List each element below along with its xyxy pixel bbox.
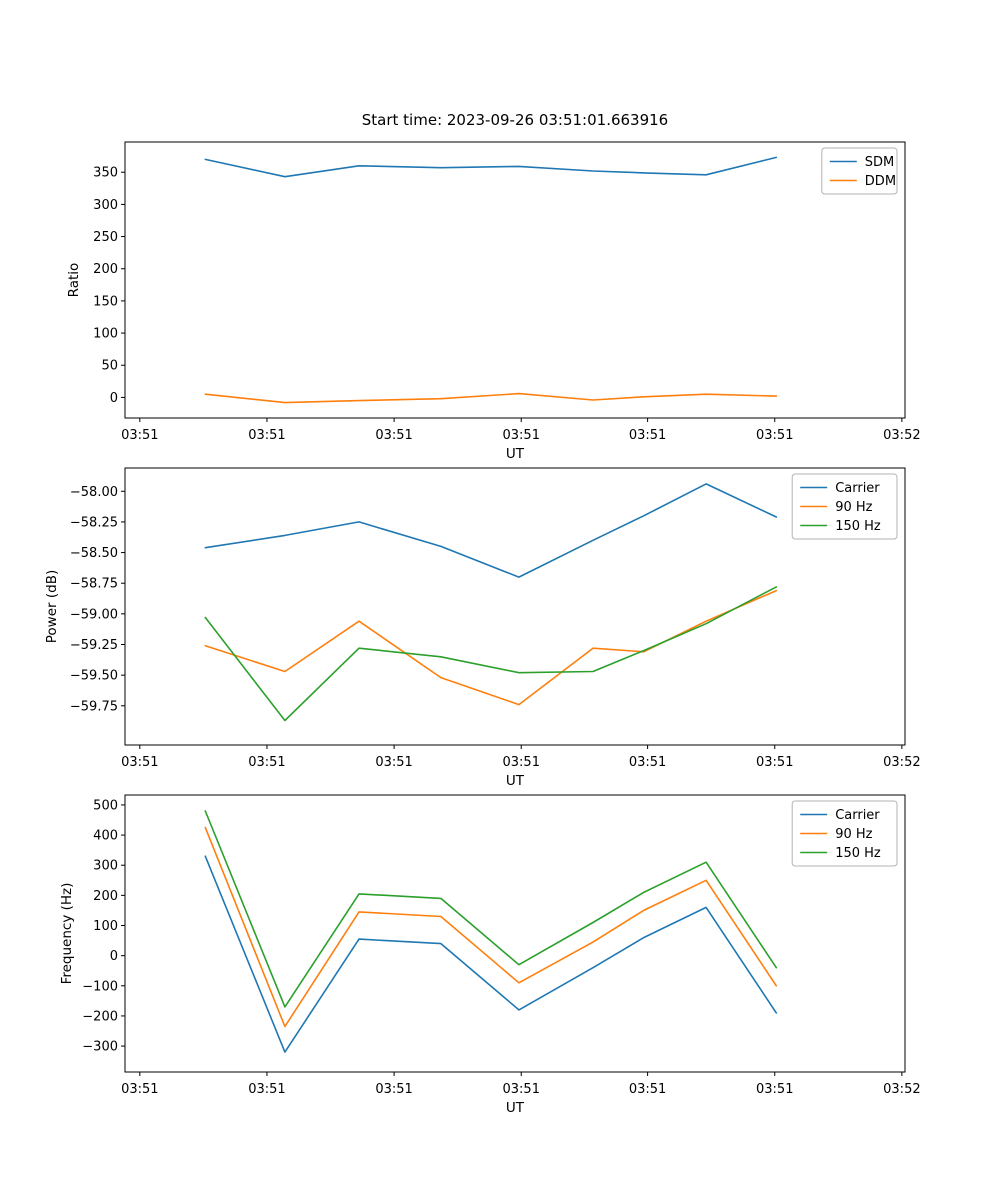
series-line-carrier bbox=[204, 483, 778, 578]
figure-title: Start time: 2023-09-26 03:51:01.663916 bbox=[361, 111, 669, 129]
y-tick-label: −300 bbox=[82, 1040, 118, 1055]
series-line-150-hz bbox=[204, 810, 778, 1008]
y-axis-label: Frequency (Hz) bbox=[59, 883, 75, 985]
y-tick-label: 500 bbox=[93, 798, 118, 813]
legend: Carrier 90 Hz 150 Hz bbox=[791, 800, 898, 867]
y-axis-label: Ratio bbox=[66, 263, 82, 298]
x-tick-label: 03:51 bbox=[503, 428, 540, 443]
x-tick-label: 03:51 bbox=[629, 755, 666, 770]
legend-box bbox=[791, 473, 898, 540]
y-tick-label: −58.25 bbox=[70, 515, 118, 530]
y-tick-label: −58.00 bbox=[70, 485, 118, 500]
y-tick-label: −59.50 bbox=[70, 669, 118, 684]
y-tick-label: 100 bbox=[93, 327, 118, 342]
legend-box bbox=[821, 147, 898, 195]
series-line-ddm bbox=[204, 392, 778, 404]
x-tick-label: 03:51 bbox=[121, 1082, 158, 1097]
y-tick-label: −59.25 bbox=[70, 638, 118, 653]
legend-label: 90 Hz bbox=[835, 500, 872, 515]
x-axis-label: UT bbox=[506, 773, 525, 789]
legend-box bbox=[791, 800, 898, 867]
x-axis-label: UT bbox=[506, 446, 525, 462]
y-tick-label: 300 bbox=[93, 198, 118, 213]
y-tick-label: −100 bbox=[82, 979, 118, 994]
y-tick-label: −58.75 bbox=[70, 577, 118, 592]
y-tick-label: −200 bbox=[82, 1009, 118, 1024]
x-tick-label: 03:52 bbox=[883, 428, 920, 443]
legend-label: 150 Hz bbox=[835, 519, 881, 534]
x-tick-label: 03:51 bbox=[756, 428, 793, 443]
y-tick-label: 350 bbox=[93, 166, 118, 181]
chart-frequency: −300 −200 −100 0 100 200 300 400 500 03:51 03:51 03… bbox=[59, 794, 921, 1116]
y-tick-label: 300 bbox=[93, 859, 118, 874]
legend-label: SDM bbox=[865, 155, 894, 170]
y-tick-label: −59.00 bbox=[70, 607, 118, 622]
y-tick-label: 50 bbox=[101, 359, 118, 374]
x-tick-label: 03:51 bbox=[248, 755, 285, 770]
y-tick-label: −58.50 bbox=[70, 546, 118, 561]
y-tick-label: 200 bbox=[93, 262, 118, 277]
x-tick-label: 03:52 bbox=[883, 1082, 920, 1097]
y-tick-label: 0 bbox=[110, 949, 118, 964]
y-tick-label: −59.75 bbox=[70, 699, 118, 714]
x-tick-label: 03:51 bbox=[375, 755, 412, 770]
y-tick-label: 250 bbox=[93, 230, 118, 245]
x-tick-label: 03:51 bbox=[248, 1082, 285, 1097]
x-tick-label: 03:51 bbox=[121, 755, 158, 770]
series-line-carrier bbox=[204, 855, 778, 1053]
y-tick-label: 400 bbox=[93, 829, 118, 844]
legend-label: Carrier bbox=[835, 808, 880, 823]
y-tick-label: 150 bbox=[93, 294, 118, 309]
plot-border bbox=[124, 141, 906, 419]
legend: SDM DDM bbox=[821, 147, 898, 195]
x-tick-label: 03:51 bbox=[121, 428, 158, 443]
x-tick-label: 03:51 bbox=[375, 1082, 412, 1097]
series-line-90-hz bbox=[204, 826, 778, 1028]
y-tick-label: 0 bbox=[110, 391, 118, 406]
x-tick-label: 03:51 bbox=[503, 755, 540, 770]
x-tick-label: 03:51 bbox=[756, 1082, 793, 1097]
x-tick-label: 03:51 bbox=[503, 1082, 540, 1097]
x-tick-label: 03:51 bbox=[629, 1082, 666, 1097]
chart-ratio: 0 50 100 150 200 250 300 350 03:51 03:51 03:51 03:5… bbox=[66, 141, 921, 462]
series-line-90-hz bbox=[204, 589, 778, 706]
legend-label: DDM bbox=[865, 174, 896, 189]
x-axis-label: UT bbox=[506, 1100, 525, 1116]
x-tick-label: 03:51 bbox=[756, 755, 793, 770]
plot-border bbox=[124, 467, 906, 746]
y-axis-label: Power (dB) bbox=[44, 570, 60, 643]
legend-label: 90 Hz bbox=[835, 827, 872, 842]
chart-power: −59.75 −59.50 −59.25 −59.00 −58.75 −58.50 −58.… bbox=[44, 467, 921, 789]
y-tick-label: 100 bbox=[93, 919, 118, 934]
x-tick-label: 03:51 bbox=[248, 428, 285, 443]
y-tick-label: 200 bbox=[93, 889, 118, 904]
legend-label: Carrier bbox=[835, 481, 880, 496]
series-line-sdm bbox=[204, 156, 778, 178]
x-tick-label: 03:51 bbox=[375, 428, 412, 443]
x-tick-label: 03:52 bbox=[883, 755, 920, 770]
series-line-150-hz bbox=[204, 586, 778, 722]
legend: Carrier 90 Hz 150 Hz bbox=[791, 473, 898, 540]
legend-label: 150 Hz bbox=[835, 846, 881, 861]
x-tick-label: 03:51 bbox=[629, 428, 666, 443]
plot-border bbox=[124, 794, 906, 1073]
